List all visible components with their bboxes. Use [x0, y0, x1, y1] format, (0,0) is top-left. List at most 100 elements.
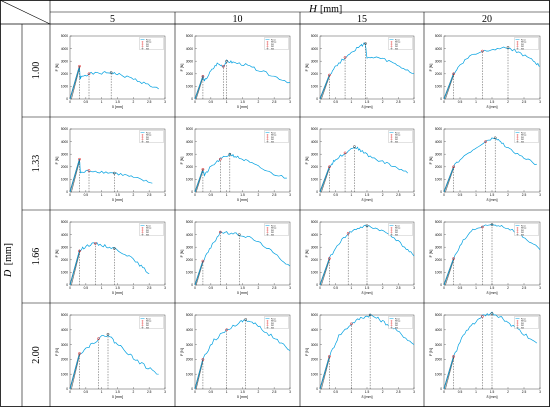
legend-label: W2: [271, 46, 274, 48]
y-tick-label: 0: [440, 97, 442, 101]
y-tick-label: 4000: [61, 233, 68, 237]
y-tick-label: 5000: [311, 127, 318, 131]
y-tick-label: 1000: [186, 372, 193, 376]
x-tick-label: 2.5: [272, 193, 277, 197]
marker-point: [328, 165, 331, 169]
y-tick-label: 0: [66, 387, 68, 391]
initial-slope-line: [321, 356, 331, 390]
marker-point: [506, 45, 510, 49]
x-tick-label: 2: [382, 286, 384, 290]
y-tick-label: 1000: [311, 178, 318, 182]
legend-label: W1: [521, 323, 524, 325]
legend-label: W2: [146, 139, 149, 141]
x-tick-label: 2: [132, 100, 134, 104]
initial-slope-line: [321, 166, 331, 193]
x-tick-label: 3: [289, 390, 291, 394]
row-labels: 1.00 1.33 1.66 2.00: [31, 62, 42, 364]
legend-swatch: [141, 326, 144, 329]
legend-box: [264, 130, 289, 143]
x-tick-label: 2: [507, 193, 509, 197]
y-tick-label: 5000: [186, 220, 193, 224]
y-axis-label: F [N]: [55, 157, 59, 165]
x-tick-label: 2.5: [147, 390, 152, 394]
legend-label: W2: [146, 325, 149, 327]
marker-point: [87, 169, 91, 172]
x-tick-label: 1.5: [365, 100, 370, 104]
force-curve: [194, 319, 291, 390]
marker-point: [343, 56, 347, 59]
y-tick-label: 2000: [435, 165, 442, 169]
legend-swatch: [516, 45, 519, 48]
x-tick-label: 2: [132, 390, 134, 394]
legend-swatch: [266, 41, 269, 43]
legend-swatch: [266, 326, 269, 329]
legend-swatch: [141, 47, 144, 50]
y-tick-label: 1000: [435, 372, 442, 376]
force-curve: [319, 146, 408, 193]
x-axis-label: δ [mm]: [362, 395, 373, 399]
legend-label: W2: [271, 139, 274, 141]
legend-swatch: [141, 322, 144, 324]
legend-label: Wmax: [395, 135, 400, 137]
x-tick-label: 1.5: [240, 286, 245, 290]
y-tick-label: 4000: [61, 328, 68, 332]
marker-point: [201, 167, 205, 171]
y-tick-label: 3000: [61, 152, 68, 156]
x-tick-label: 3: [164, 193, 166, 197]
marker-point: [368, 313, 372, 317]
y-tick-label: 2000: [186, 72, 193, 76]
legend-label: W3: [271, 234, 274, 236]
column-header-var: H: [308, 3, 318, 15]
x-axis-label: δ [mm]: [112, 291, 123, 295]
marker-point: [484, 140, 487, 143]
y-tick-label: 2000: [61, 165, 68, 169]
legend-label: Force: [521, 132, 526, 135]
legend-label: W3: [146, 141, 149, 143]
x-axis-label: δ [mm]: [362, 291, 373, 295]
y-tick-label: 1000: [61, 372, 68, 376]
legend-label: W3: [271, 141, 274, 143]
legend-box: [388, 130, 413, 143]
x-axis-label: δ [mm]: [362, 198, 373, 202]
legend-box: [388, 316, 413, 329]
initial-slope-line: [445, 258, 455, 286]
y-tick-label: 4000: [186, 233, 193, 237]
x-tick-label: 0: [69, 390, 71, 394]
legend-label: W2: [395, 46, 398, 48]
y-tick-label: 5000: [61, 220, 68, 224]
marker-point: [106, 332, 110, 336]
y-tick-label: 0: [66, 97, 68, 101]
legend-swatch: [141, 229, 144, 231]
marker-point: [353, 145, 356, 148]
y-tick-label: 1000: [435, 271, 442, 275]
x-tick-label: 2: [257, 286, 259, 290]
marker-point: [244, 318, 248, 321]
x-tick-label: 1: [350, 390, 352, 394]
x-tick-label: 0: [69, 193, 71, 197]
x-tick-label: 3: [539, 100, 541, 104]
x-axis-label: δ [mm]: [237, 291, 248, 295]
force-curve: [443, 137, 537, 193]
legend-label: Force: [521, 225, 526, 228]
y-tick-label: 0: [191, 387, 193, 391]
marker-point: [364, 42, 367, 45]
legend-label: Wmax: [146, 135, 151, 137]
legend-swatch: [390, 140, 393, 143]
row-header: D [mm]: [3, 243, 14, 278]
legend-label: Force: [521, 318, 526, 321]
x-tick-label: 1.5: [490, 390, 495, 394]
legend-label: W3: [271, 48, 274, 50]
column-label: 20: [482, 14, 492, 25]
legend-box: [139, 37, 164, 50]
legend-label: Force: [271, 318, 276, 321]
x-tick-label: 0.5: [458, 193, 463, 197]
y-tick-label: 4000: [435, 233, 442, 237]
x-tick-label: 0: [319, 193, 321, 197]
x-tick-label: 2.5: [522, 286, 527, 290]
x-tick-label: 2: [382, 193, 384, 197]
x-tick-label: 1.5: [115, 390, 120, 394]
column-labels: 5 10 15 20: [110, 14, 492, 25]
